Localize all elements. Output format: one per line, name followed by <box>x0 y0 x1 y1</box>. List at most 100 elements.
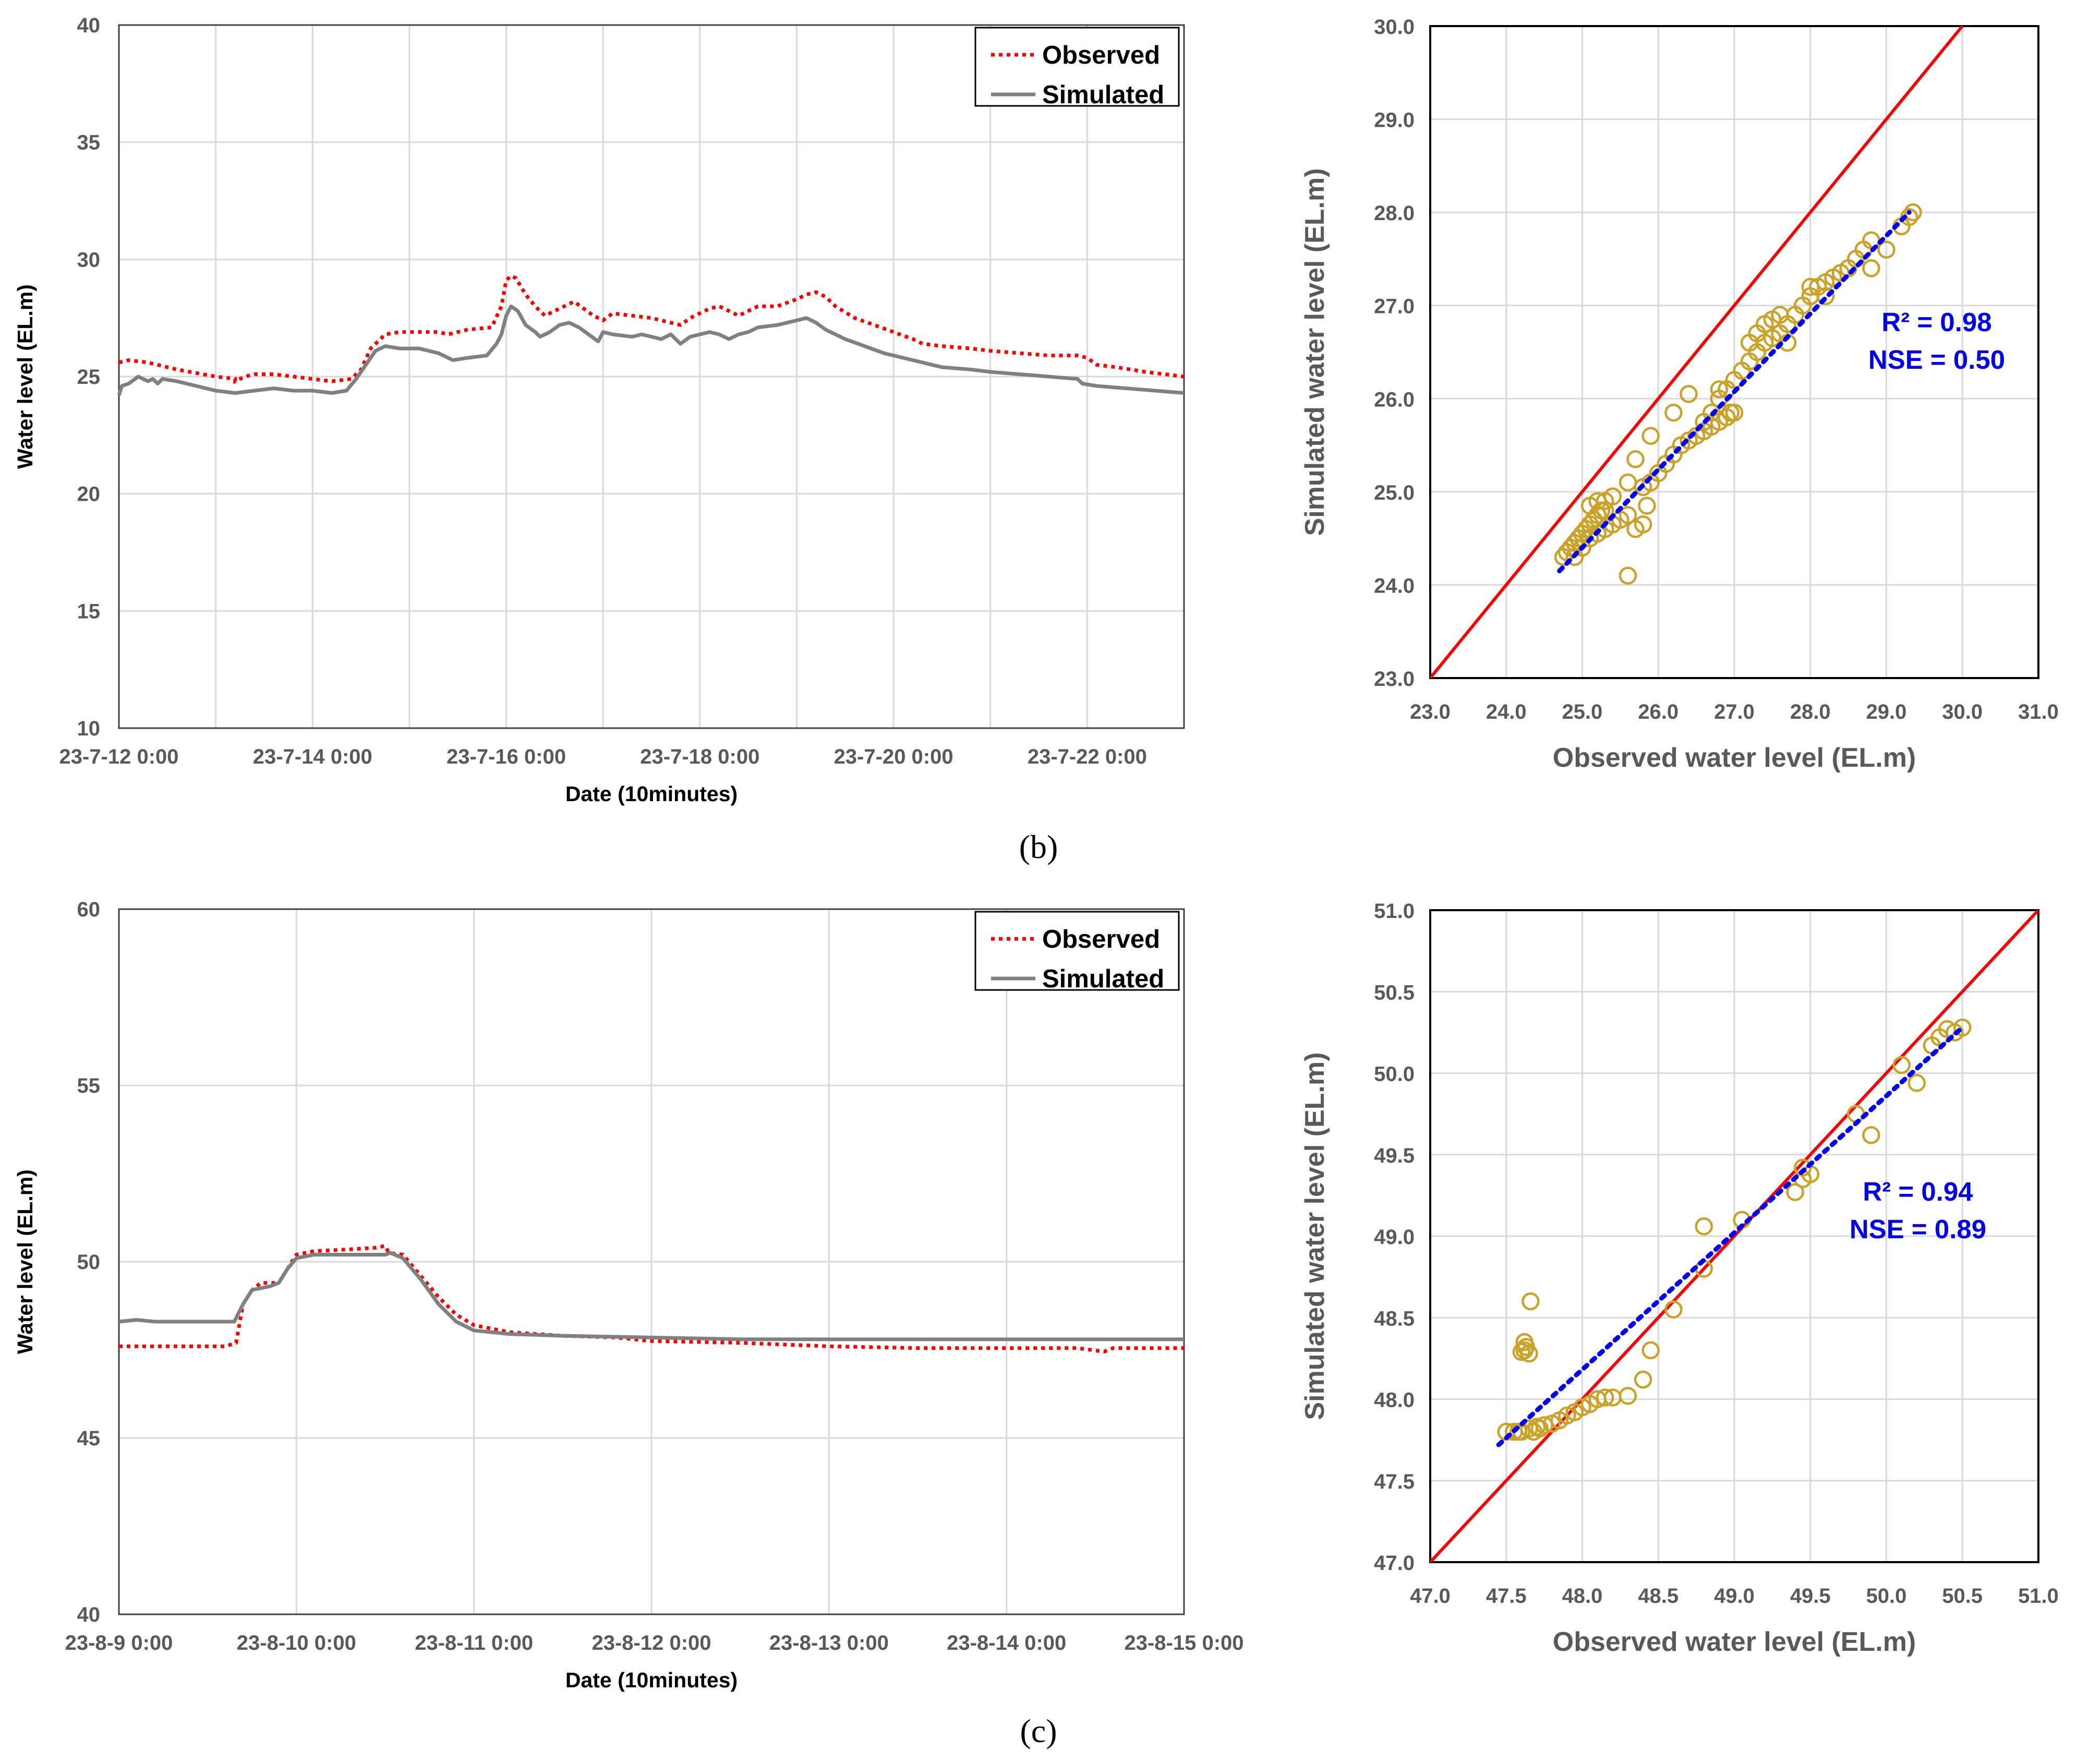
y-tick-label: 48.0 <box>1374 1389 1415 1412</box>
x-tick-label: 23-8-9 0:00 <box>65 1632 173 1654</box>
r2-label: R² = 0.98 <box>1881 307 1991 337</box>
y-tick-label: 25 <box>77 366 101 389</box>
scatter-point <box>1710 380 1729 398</box>
x-tick-label: 26.0 <box>1638 700 1678 723</box>
x-tick-label: 23-7-14 0:00 <box>253 745 372 768</box>
x-tick-label: 24.0 <box>1486 700 1527 723</box>
scatter-point <box>1619 566 1637 585</box>
scatter-point <box>1634 515 1652 534</box>
y-tick-label: 50 <box>77 1251 101 1274</box>
plot-frame <box>1429 25 2039 679</box>
x-tick-label: 48.0 <box>1562 1585 1603 1608</box>
x-tick-label: 49.5 <box>1790 1585 1831 1608</box>
chart-c-timeseries: 40 45 50 55 60 23-8-9 0:00 23-8-10 0:00 23-8-11… <box>13 898 1244 1692</box>
plot-frame <box>118 908 1185 1615</box>
scatter-point <box>1603 487 1622 506</box>
scatter-point <box>1664 403 1683 422</box>
series-line-simulated <box>118 1251 1184 1342</box>
legend-label-simulated: Simulated <box>1042 81 1164 109</box>
scatter-point <box>1862 259 1880 277</box>
y-tick-label: 35 <box>77 131 101 154</box>
scatter-point <box>1664 1300 1683 1319</box>
nse-label: NSE = 0.50 <box>1868 345 2005 374</box>
x-tick-label: 51.0 <box>2018 1585 2059 1608</box>
y-tick-label: 50.5 <box>1374 981 1415 1004</box>
x-tick-label: 31.0 <box>2018 700 2059 723</box>
scatter-point <box>1801 277 1820 296</box>
x-tick-label: 23-8-15 0:00 <box>1124 1632 1243 1654</box>
y-tick-label: 40 <box>77 14 101 37</box>
r2-label: R² = 0.94 <box>1863 1177 1973 1206</box>
y-tick-label: 47.5 <box>1374 1470 1415 1493</box>
scatter-point <box>1763 310 1782 329</box>
scatter-point <box>1900 208 1918 226</box>
y-tick-label: 49.0 <box>1374 1226 1415 1249</box>
scatter-point <box>1695 1217 1713 1236</box>
y-axis-title: Water level (EL.m) <box>13 1169 37 1354</box>
panel-label-c: (c) <box>1020 1712 1057 1749</box>
scatter-point <box>1619 506 1637 524</box>
x-tick-label: 23-8-10 0:00 <box>237 1632 356 1654</box>
y-tick-label: 10 <box>77 717 101 740</box>
chart-c-scatter: 47.0 47.5 48.0 48.5 49.0 49.5 50.0 50.5 51.0 47.0… <box>1300 900 2059 1657</box>
y-tick-label: 48.5 <box>1374 1307 1415 1330</box>
scatter-point <box>1520 1344 1538 1363</box>
y-tick-label: 47.0 <box>1374 1552 1415 1575</box>
y-tick-label: 51.0 <box>1374 900 1415 923</box>
y-tick-label: 45 <box>77 1427 101 1450</box>
scatter-point <box>1695 413 1713 431</box>
chart-b-scatter: 23.0 24.0 25.0 26.0 27.0 28.0 29.0 30.0 23.0 24.0… <box>1300 16 2059 773</box>
nse-label: NSE = 0.89 <box>1850 1214 1986 1244</box>
scatter-point <box>1904 203 1922 222</box>
scatter-point <box>1530 1419 1549 1438</box>
scatter-point <box>1721 403 1740 422</box>
legend-label-simulated: Simulated <box>1042 965 1164 993</box>
y-axis-title: Simulated water level (EL.m) <box>1300 168 1330 536</box>
x-tick-label: 23.0 <box>1410 700 1451 723</box>
y-tick-label: 30.0 <box>1374 16 1415 39</box>
x-tick-label: 28.0 <box>1790 700 1831 723</box>
scatter-point <box>1907 1074 1926 1092</box>
chart-b-timeseries: 10 15 20 25 30 35 40 23-7-12 0:00 23-7-14 0:00 23… <box>13 14 1185 806</box>
y-tick-label: 25.0 <box>1374 481 1415 504</box>
scatter-point <box>1641 1341 1660 1360</box>
scatter-point <box>1892 1056 1911 1074</box>
trendline <box>1496 1025 1965 1447</box>
y-tick-label: 27.0 <box>1374 295 1415 318</box>
x-tick-label: 23-8-14 0:00 <box>947 1632 1066 1654</box>
y-tick-label: 40 <box>77 1603 101 1626</box>
x-tick-label: 25.0 <box>1562 700 1603 723</box>
x-tick-label: 23-7-18 0:00 <box>640 745 759 768</box>
scatter-point <box>1619 1386 1637 1405</box>
x-tick-label: 27.0 <box>1714 700 1755 723</box>
x-tick-label: 23-8-11 0:00 <box>415 1632 533 1654</box>
x-tick-label: 47.0 <box>1410 1585 1451 1608</box>
y-tick-label: 15 <box>77 600 101 623</box>
legend-label-observed: Observed <box>1042 41 1160 69</box>
series-line-simulated <box>117 304 1185 396</box>
scatter-point <box>1680 385 1698 403</box>
x-axis-title: Observed water level (EL.m) <box>1553 1627 1916 1657</box>
y-axis-title: Water level (EL.m) <box>13 284 37 469</box>
x-tick-label: 48.5 <box>1638 1585 1678 1608</box>
scatter-point <box>1953 1018 1972 1037</box>
y-tick-label: 24.0 <box>1374 574 1415 597</box>
y-tick-label: 23.0 <box>1374 668 1415 691</box>
x-axis-title: Date (10minutes) <box>565 782 738 806</box>
one-to-one-line <box>1430 26 1964 678</box>
scatter-point <box>1641 427 1660 445</box>
scatter-point <box>1786 1183 1804 1201</box>
x-tick-label: 47.5 <box>1486 1585 1527 1608</box>
x-tick-label: 23-7-22 0:00 <box>1028 745 1147 768</box>
y-tick-label: 49.5 <box>1374 1144 1415 1167</box>
x-axis-title: Observed water level (EL.m) <box>1553 743 1916 773</box>
plot-frame <box>1429 909 2039 1563</box>
x-tick-label: 30.0 <box>1942 700 1983 723</box>
y-tick-label: 50.0 <box>1374 1063 1415 1086</box>
x-tick-label: 29.0 <box>1866 700 1907 723</box>
scatter-point <box>1521 1292 1540 1311</box>
y-tick-label: 60 <box>77 898 101 921</box>
y-tick-label: 29.0 <box>1374 109 1415 132</box>
trendline <box>1557 210 1912 574</box>
